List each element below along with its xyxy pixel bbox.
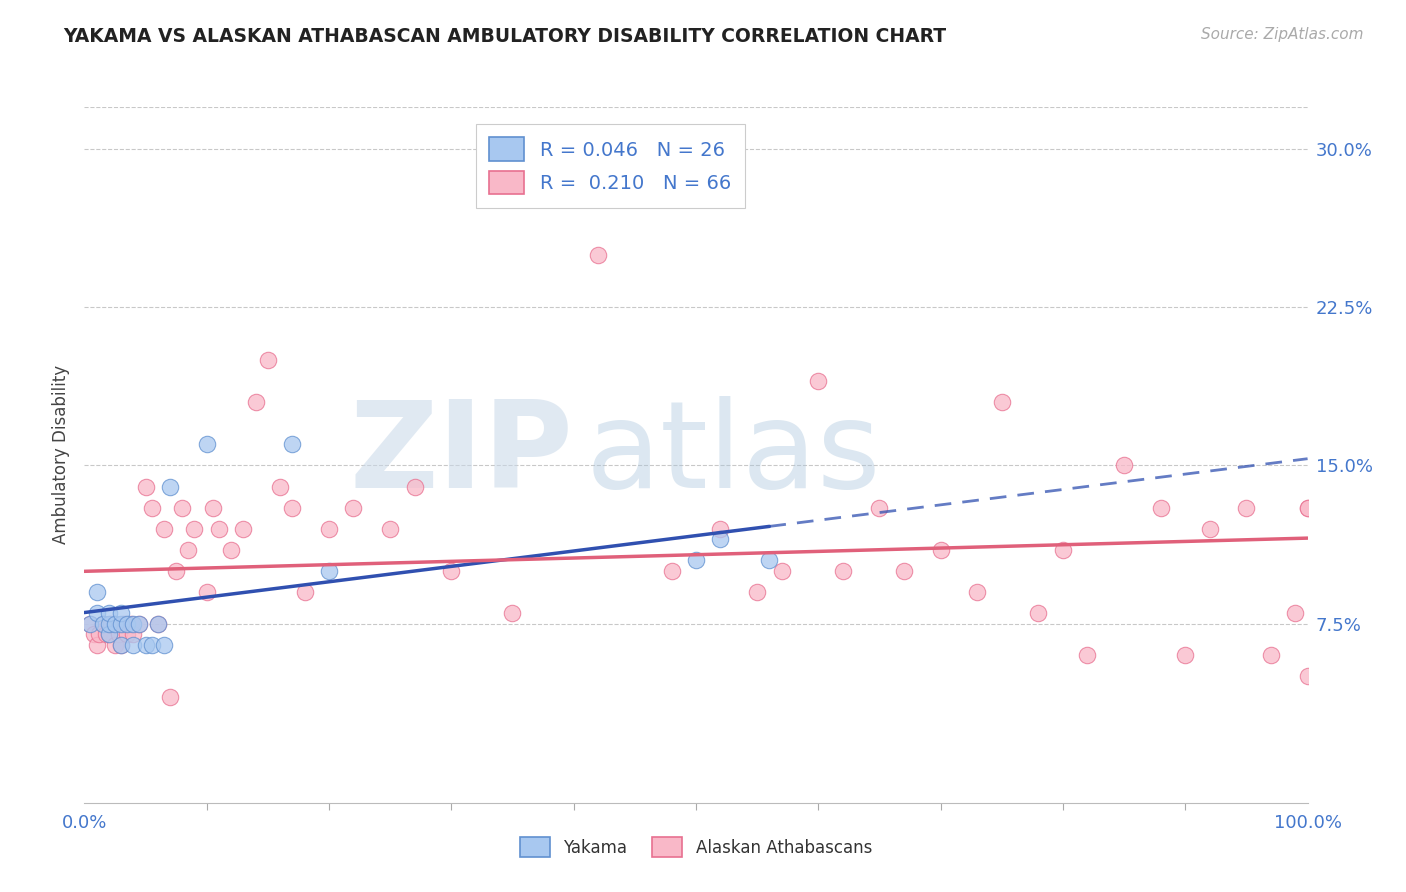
Point: [128, 616, 150, 631]
Point: [281, 437, 304, 451]
Point: [1052, 542, 1074, 557]
Point: [79, 616, 101, 631]
Point: [929, 542, 952, 557]
Text: Source: ZipAtlas.com: Source: ZipAtlas.com: [1201, 27, 1364, 42]
Point: [1198, 522, 1220, 536]
Point: [115, 616, 138, 631]
Point: [153, 522, 176, 536]
Point: [97, 606, 120, 620]
Point: [86, 585, 108, 599]
Point: [110, 616, 132, 631]
Point: [201, 500, 224, 515]
Point: [966, 585, 988, 599]
Point: [159, 690, 181, 705]
Point: [83, 627, 105, 641]
Point: [112, 616, 135, 631]
Text: YAKAMA VS ALASKAN ATHABASCAN AMBULATORY DISABILITY CORRELATION CHART: YAKAMA VS ALASKAN ATHABASCAN AMBULATORY …: [63, 27, 946, 45]
Point: [107, 627, 129, 641]
Point: [208, 522, 231, 536]
Point: [97, 627, 120, 641]
Point: [1296, 500, 1319, 515]
Point: [758, 553, 780, 567]
Point: [110, 638, 132, 652]
Point: [245, 395, 267, 409]
Point: [770, 564, 793, 578]
Point: [318, 564, 340, 578]
Point: [440, 564, 463, 578]
Point: [91, 616, 114, 631]
Point: [100, 616, 122, 631]
Point: [141, 500, 163, 515]
Point: [86, 606, 108, 620]
Point: [195, 585, 218, 599]
Point: [219, 542, 242, 557]
Point: [1114, 458, 1136, 473]
Point: [165, 564, 187, 578]
Point: [91, 616, 114, 631]
Point: [177, 542, 200, 557]
Point: [1076, 648, 1098, 663]
Point: [141, 638, 163, 652]
Point: [661, 564, 683, 578]
Point: [502, 606, 524, 620]
Point: [87, 627, 110, 641]
Point: [120, 616, 142, 631]
Point: [709, 533, 731, 547]
Point: [146, 616, 169, 631]
Point: [104, 616, 127, 631]
Point: [1296, 669, 1319, 683]
Point: [257, 353, 280, 368]
Text: ZIP: ZIP: [350, 396, 574, 514]
Point: [281, 500, 304, 515]
Point: [195, 437, 218, 451]
Point: [104, 638, 127, 652]
Point: [1284, 606, 1306, 620]
Point: [318, 522, 340, 536]
Point: [115, 627, 138, 641]
Point: [342, 500, 364, 515]
Point: [269, 479, 291, 493]
Point: [135, 638, 157, 652]
Point: [869, 500, 891, 515]
Point: [122, 627, 145, 641]
Point: [128, 616, 150, 631]
Point: [380, 522, 402, 536]
Legend: Yakama, Alaskan Athabascans: Yakama, Alaskan Athabascans: [513, 830, 879, 864]
Text: atlas: atlas: [586, 396, 882, 514]
Point: [110, 606, 132, 620]
Point: [97, 627, 120, 641]
Point: [153, 638, 176, 652]
Point: [159, 479, 181, 493]
Point: [172, 500, 194, 515]
Point: [747, 585, 769, 599]
Point: [135, 479, 157, 493]
Point: [146, 616, 169, 631]
Point: [1296, 500, 1319, 515]
Point: [232, 522, 254, 536]
Point: [1260, 648, 1282, 663]
Point: [404, 479, 426, 493]
Point: [685, 553, 707, 567]
Point: [122, 616, 145, 631]
Point: [1028, 606, 1050, 620]
Point: [586, 247, 609, 261]
Point: [110, 638, 132, 652]
Point: [96, 627, 118, 641]
Point: [122, 638, 145, 652]
Point: [97, 616, 120, 631]
Point: [991, 395, 1014, 409]
Point: [831, 564, 853, 578]
Point: [294, 585, 316, 599]
Point: [79, 616, 101, 631]
Point: [86, 638, 108, 652]
Point: [183, 522, 205, 536]
Point: [1150, 500, 1173, 515]
Point: [893, 564, 915, 578]
Point: [807, 374, 830, 388]
Point: [1236, 500, 1258, 515]
Point: [1174, 648, 1197, 663]
Y-axis label: Ambulatory Disability: Ambulatory Disability: [52, 366, 70, 544]
Point: [709, 522, 731, 536]
